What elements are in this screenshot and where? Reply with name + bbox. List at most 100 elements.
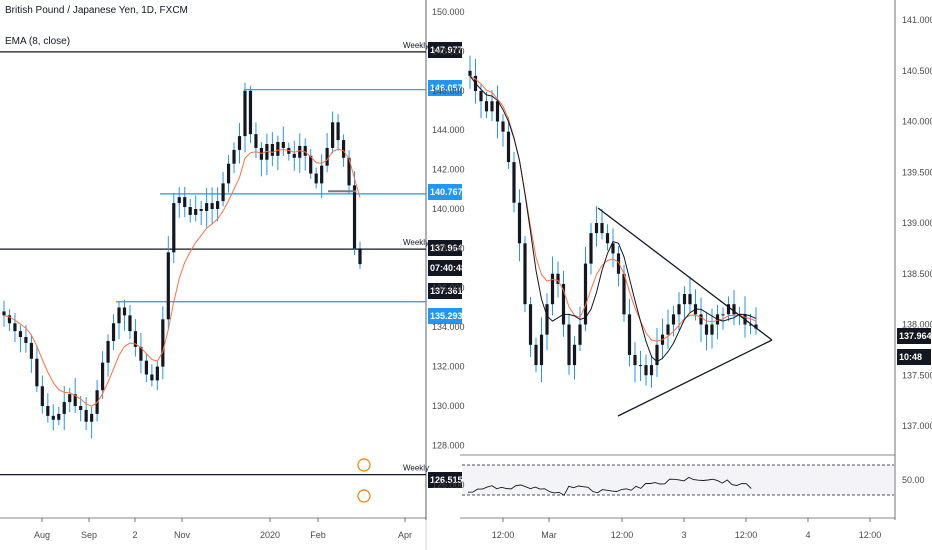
candle-body <box>276 142 280 156</box>
candle-body <box>155 366 159 381</box>
candle-body <box>556 273 560 284</box>
candle-body <box>292 153 296 158</box>
price-label-text: 07:40:48 <box>430 263 466 273</box>
candle-body <box>347 157 351 186</box>
candle-body <box>161 319 165 367</box>
ema-line <box>3 148 361 407</box>
right-time-tick: 4 <box>805 530 810 540</box>
price-label-text: 146.057 <box>430 83 463 93</box>
sma-line <box>469 75 757 363</box>
price-label-box <box>428 80 462 96</box>
left-price-tick: 150.000 <box>432 7 465 17</box>
right-time-tick: 12:00 <box>611 530 634 540</box>
candle-body <box>583 263 588 325</box>
candle-body <box>221 183 225 202</box>
candle-body <box>73 394 77 406</box>
left-price-tick: 128.000 <box>432 440 465 450</box>
candle-body <box>281 142 285 148</box>
candle-body <box>298 145 302 158</box>
left-price-tick: 126.000 <box>432 480 465 490</box>
left-price-tick: 146.000 <box>432 86 465 96</box>
right-plot-area[interactable] <box>462 55 894 496</box>
left-time-tick: Sep <box>81 530 97 540</box>
candle-body <box>205 203 209 211</box>
left-price-tick: 140.000 <box>432 204 465 214</box>
candle-body <box>309 155 313 174</box>
left-price-tick: 132.000 <box>432 362 465 372</box>
candle-body <box>490 101 494 112</box>
candle-body <box>501 121 505 132</box>
rsi-line <box>467 476 752 496</box>
candle-body <box>325 147 329 166</box>
price-label-box <box>428 308 462 324</box>
candle-body <box>512 162 516 203</box>
candle-body <box>545 304 549 335</box>
left-price-tick: 148.000 <box>432 46 465 56</box>
price-label-box <box>428 283 462 299</box>
price-label-box <box>428 42 462 58</box>
price-label-text: 137.964 <box>430 243 463 253</box>
candle-body <box>128 315 132 332</box>
right-price-tick: 139.000 <box>902 218 932 228</box>
candle-body <box>600 223 604 234</box>
candle-body <box>133 331 138 347</box>
event-icon <box>357 458 371 472</box>
candle-body <box>68 394 72 403</box>
candle-body <box>644 365 648 376</box>
candle-body <box>754 324 758 329</box>
candle-body <box>699 314 703 325</box>
candle-body <box>122 307 127 316</box>
indicator-legend: EMA (8, close) <box>5 36 70 47</box>
event-icon <box>357 489 371 503</box>
right-price-tick: 137.000 <box>902 421 932 431</box>
candle-body <box>726 304 731 315</box>
price-label-box <box>428 260 462 276</box>
candle-body <box>177 197 181 204</box>
candle-body <box>106 340 110 363</box>
candle-body <box>172 203 176 253</box>
candle-body <box>539 334 544 366</box>
price-label-text: 147.977 <box>430 45 463 55</box>
candle-body <box>111 323 116 341</box>
left-time-tick: Feb <box>310 530 326 540</box>
right-time-tick: Mar <box>541 530 557 540</box>
candle-body <box>226 163 231 184</box>
candle-body <box>495 101 500 122</box>
candle-body <box>633 354 637 366</box>
price-label-text: 126.515 <box>430 475 463 485</box>
left-price-tick: 130.000 <box>432 401 465 411</box>
candle-body <box>188 207 192 215</box>
candle-body <box>237 136 242 150</box>
right-price-tick: 140.500 <box>902 66 932 76</box>
left-price-tick: 142.000 <box>432 165 465 175</box>
candle-body <box>567 324 571 366</box>
candle-body <box>320 165 324 184</box>
left-plot-area[interactable]: Weekly Weekly Weekly <box>0 41 429 476</box>
triangle-upper-line <box>597 207 773 341</box>
candle-body <box>144 360 148 375</box>
candle-body <box>605 233 610 244</box>
candle-body <box>336 122 340 141</box>
candle-body <box>517 202 522 244</box>
left-price-tick: 138.000 <box>432 243 465 253</box>
right-time-tick: 3 <box>681 530 686 540</box>
candle-body <box>589 233 593 264</box>
candle-body <box>199 209 203 211</box>
weekly-label: Weekly <box>403 41 429 50</box>
candle-body <box>210 203 214 209</box>
candle-body <box>721 314 725 316</box>
chart-title: British Pound / Japanese Yen, 1D, FXCM <box>5 5 188 16</box>
candle-body <box>90 413 94 422</box>
candle-body <box>528 304 533 345</box>
candle-body <box>655 344 659 366</box>
candle-body <box>523 243 527 305</box>
price-label-text: 137.964 <box>899 331 932 341</box>
candle-body <box>358 248 362 265</box>
candle-body <box>243 90 247 137</box>
price-label-box <box>428 240 462 256</box>
candle-body <box>352 185 357 249</box>
candle-body <box>150 374 154 381</box>
candle-body <box>29 342 33 359</box>
candle-body <box>2 311 6 316</box>
candle-body <box>18 331 23 338</box>
